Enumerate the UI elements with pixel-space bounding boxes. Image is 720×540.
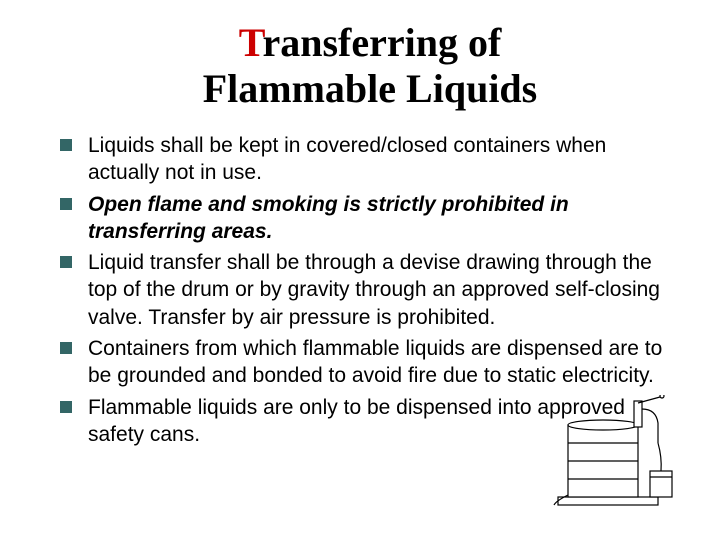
bullet-text: Open flame and smoking is strictly prohi… <box>88 191 680 246</box>
bullet-item: Liquid transfer shall be through a devis… <box>60 249 680 331</box>
bullet-marker-icon <box>60 256 72 268</box>
bullet-text: Liquids shall be kept in covered/closed … <box>88 132 680 187</box>
bullet-item: Liquids shall be kept in covered/closed … <box>60 132 680 187</box>
title-line2: Flammable Liquids <box>203 66 538 111</box>
bullet-text: Containers from which flammable liquids … <box>88 335 680 390</box>
bullet-text: Liquid transfer shall be through a devis… <box>88 249 680 331</box>
drum-pump-illustration <box>550 395 680 510</box>
slide-title: Transferring of Flammable Liquids <box>60 20 680 112</box>
title-rest-line1: ransferring of <box>262 20 501 65</box>
bullet-marker-icon <box>60 342 72 354</box>
bullet-item: Open flame and smoking is strictly prohi… <box>60 191 680 246</box>
title-first-letter: T <box>239 20 263 65</box>
slide: Transferring of Flammable Liquids Liquid… <box>0 0 720 540</box>
drum-pump-icon <box>550 395 680 510</box>
bullet-marker-icon <box>60 198 72 210</box>
bullet-marker-icon <box>60 401 72 413</box>
bullet-marker-icon <box>60 139 72 151</box>
bullet-item: Containers from which flammable liquids … <box>60 335 680 390</box>
